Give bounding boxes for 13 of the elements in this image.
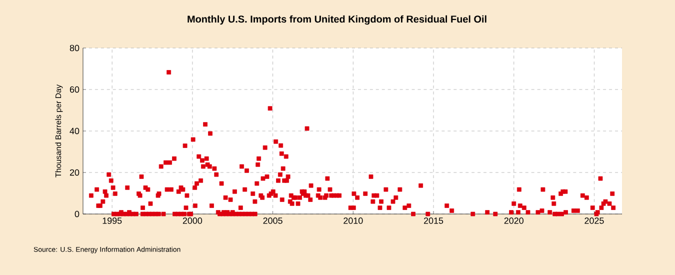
y-tick-label: 80 [70,44,80,52]
y-tick-label: 40 [70,128,80,134]
x-tick-label: 2005 [263,218,282,224]
x-tick-label: 2000 [182,218,202,224]
x-tick-label: 2010 [344,218,363,224]
x-tick-label: 2015 [424,218,444,224]
x-tick-label: 2020 [504,218,524,224]
y-tick-label: 20 [70,169,80,176]
y-tick-label: 0 [74,210,80,218]
x-tick-label: 2025 [584,218,604,224]
chart-title: Monthly U.S. Imports from United Kingdom of Residual Fuel Oil [188,15,486,25]
x-tick-label: 1995 [102,218,122,224]
y-tick-label: 60 [70,86,80,93]
